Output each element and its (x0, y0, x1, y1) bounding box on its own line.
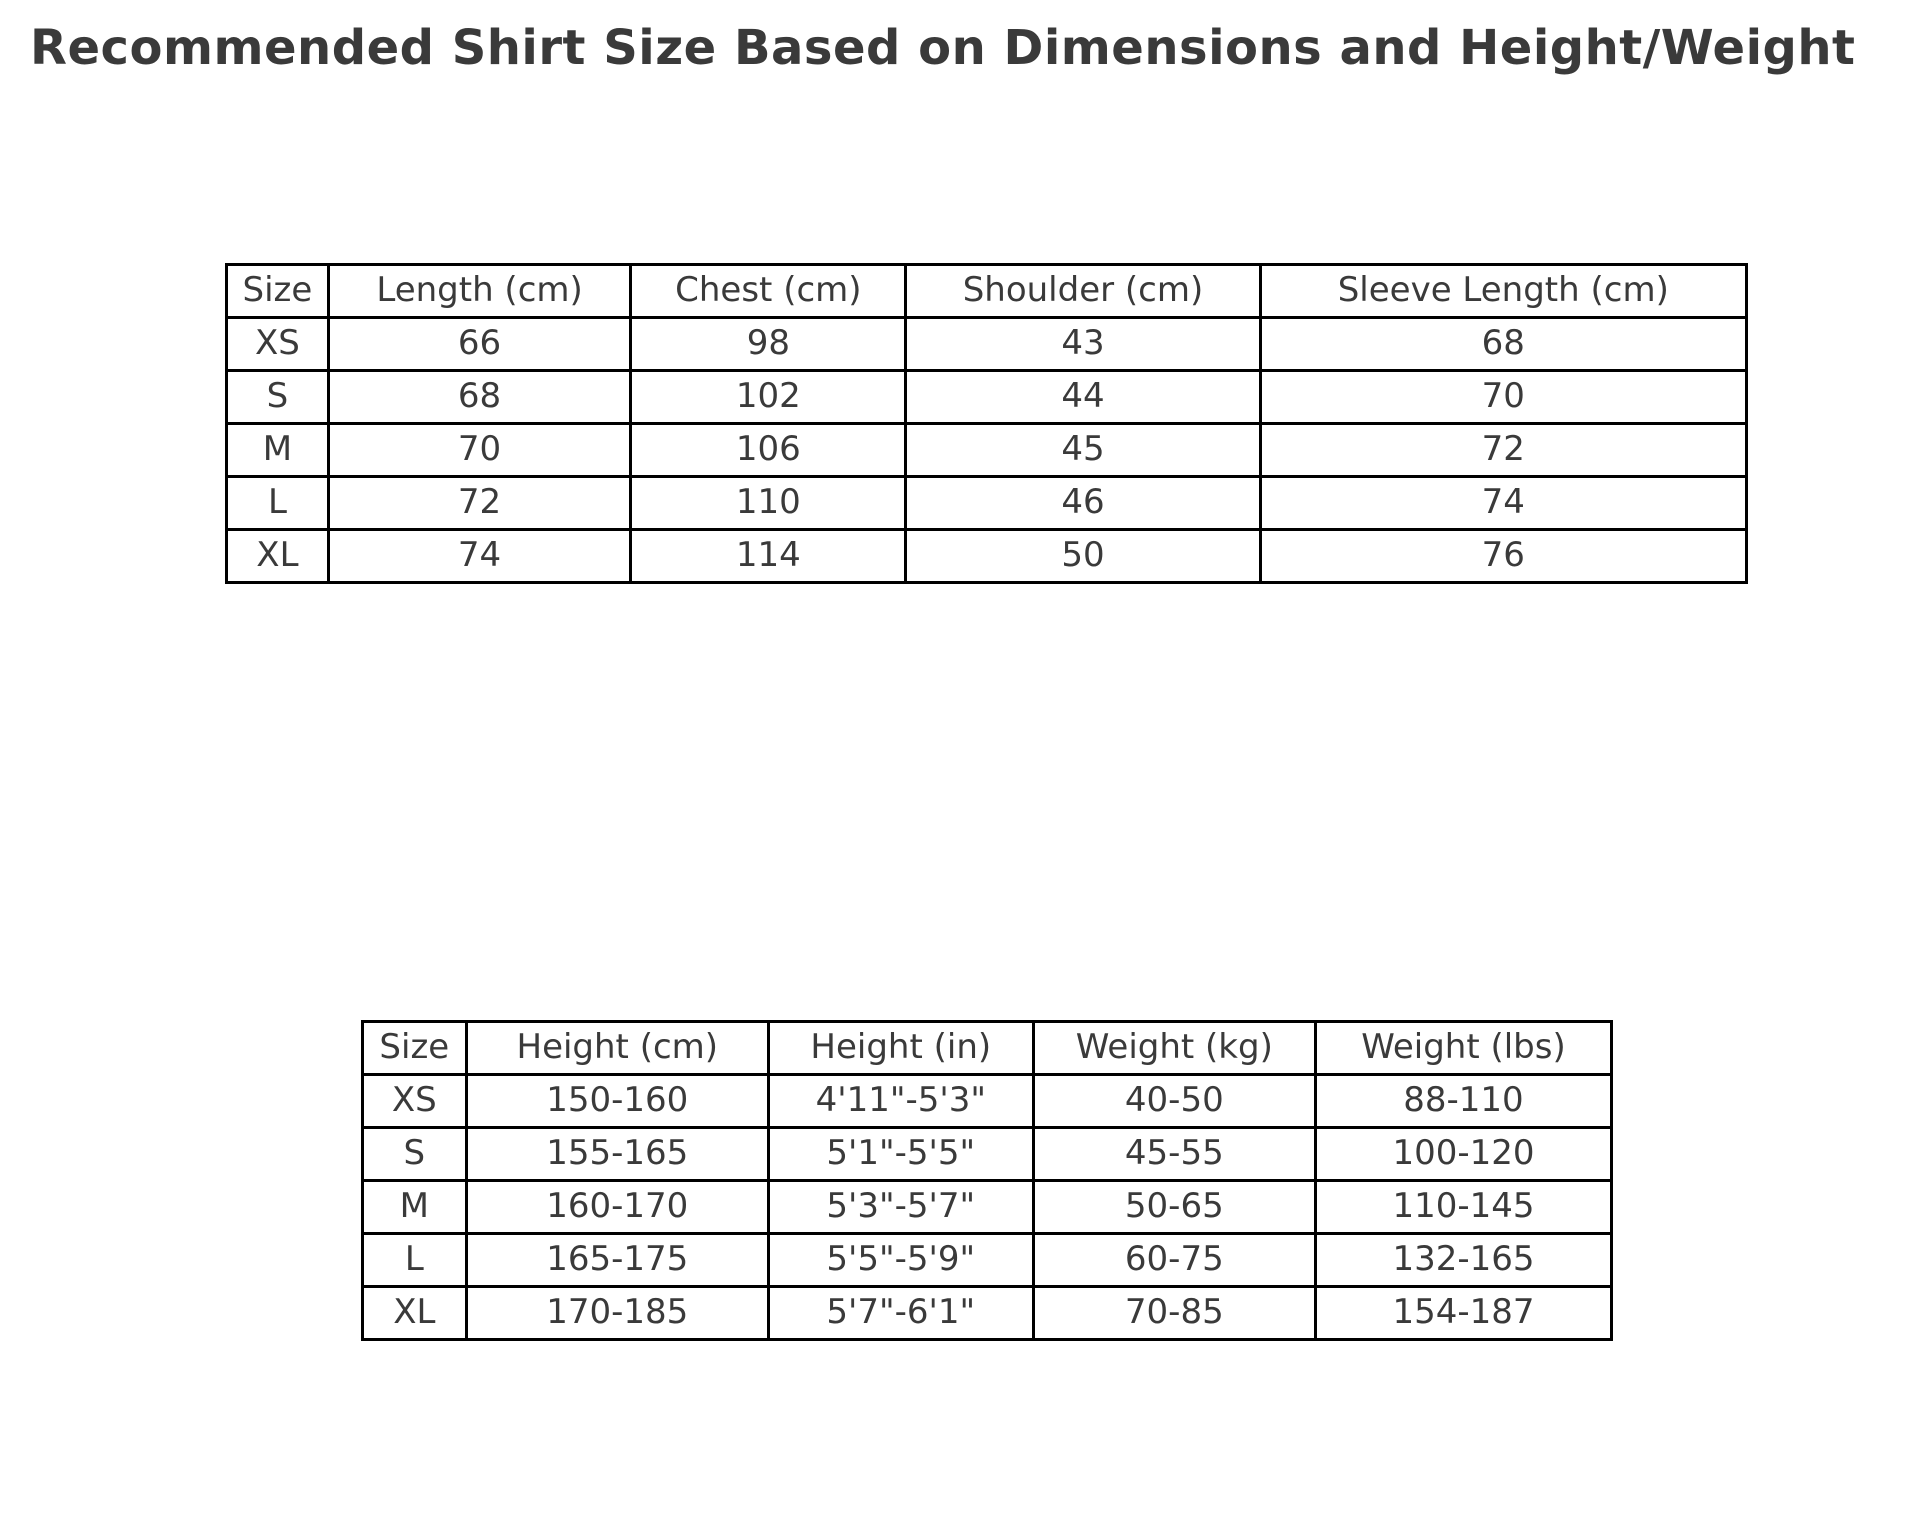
table-cell: M (361, 1179, 468, 1235)
table-header-cell: Chest (cm) (629, 263, 908, 319)
table-cell: 114 (629, 528, 908, 584)
table-cell: 50-65 (1031, 1179, 1317, 1235)
table-cell: 88-110 (1313, 1073, 1614, 1129)
shirt-dimensions-table: Size Length (cm) Chest (cm) Shoulder (cm) Sl… (225, 263, 1749, 584)
table-cell: 110-145 (1313, 1179, 1614, 1235)
table-cell: 154-187 (1313, 1285, 1614, 1341)
table-cell: 68 (326, 369, 633, 425)
table-row: L 165-175 5'5"-5'9" 60-75 132-165 (361, 1232, 1614, 1288)
table-row: XS 150-160 4'11"-5'3" 40-50 88-110 (361, 1073, 1614, 1129)
table-cell: L (361, 1232, 468, 1288)
table-cell: 165-175 (464, 1232, 770, 1288)
table-header-cell: Weight (lbs) (1313, 1020, 1614, 1076)
table-cell: 100-120 (1313, 1126, 1614, 1182)
figure-title: Recommended Shirt Size Based on Dimensio… (30, 20, 1856, 76)
table-cell: 110 (629, 475, 908, 531)
table-cell: 68 (1258, 316, 1749, 372)
table-cell: 45 (904, 422, 1262, 478)
table-header-cell: Shoulder (cm) (904, 263, 1262, 319)
table-cell: 72 (326, 475, 633, 531)
table-cell: 102 (629, 369, 908, 425)
table-cell: 40-50 (1031, 1073, 1317, 1129)
table-header-cell: Height (cm) (464, 1020, 770, 1076)
table-cell: 70-85 (1031, 1285, 1317, 1341)
table-row: S 155-165 5'1"-5'5" 45-55 100-120 (361, 1126, 1614, 1182)
table-row: M 70 106 45 72 (225, 422, 1749, 478)
table-cell: 50 (904, 528, 1262, 584)
table-cell: 74 (326, 528, 633, 584)
table-header-row: Size Height (cm) Height (in) Weight (kg) Wei… (361, 1020, 1614, 1076)
table-cell: L (225, 475, 330, 531)
table-cell: 45-55 (1031, 1126, 1317, 1182)
table-header-cell: Height (in) (766, 1020, 1035, 1076)
table-cell: XS (361, 1073, 468, 1129)
table-cell: 5'7"-6'1" (766, 1285, 1035, 1341)
table-cell: 5'1"-5'5" (766, 1126, 1035, 1182)
table-cell: 66 (326, 316, 633, 372)
table-cell: XS (225, 316, 330, 372)
height-weight-table: Size Height (cm) Height (in) Weight (kg) Wei… (361, 1020, 1614, 1341)
table-cell: 160-170 (464, 1179, 770, 1235)
table-cell: 76 (1258, 528, 1749, 584)
table-cell: 98 (629, 316, 908, 372)
table-cell: S (361, 1126, 468, 1182)
table-cell: 132-165 (1313, 1232, 1614, 1288)
table-cell: 155-165 (464, 1126, 770, 1182)
table-cell: 4'11"-5'3" (766, 1073, 1035, 1129)
table-row: S 68 102 44 70 (225, 369, 1749, 425)
table-header-cell: Size (225, 263, 330, 319)
table-cell: 5'5"-5'9" (766, 1232, 1035, 1288)
table-cell: 5'3"-5'7" (766, 1179, 1035, 1235)
table-cell: 60-75 (1031, 1232, 1317, 1288)
table-cell: 106 (629, 422, 908, 478)
table-cell: 70 (1258, 369, 1749, 425)
table-cell: 70 (326, 422, 633, 478)
table-header-cell: Sleeve Length (cm) (1258, 263, 1749, 319)
table-header-cell: Weight (kg) (1031, 1020, 1317, 1076)
table-row: M 160-170 5'3"-5'7" 50-65 110-145 (361, 1179, 1614, 1235)
table-cell: 74 (1258, 475, 1749, 531)
table-row: XL 170-185 5'7"-6'1" 70-85 154-187 (361, 1285, 1614, 1341)
table-header-cell: Length (cm) (326, 263, 633, 319)
table-cell: XL (361, 1285, 468, 1341)
table-cell: S (225, 369, 330, 425)
table-row: L 72 110 46 74 (225, 475, 1749, 531)
table-cell: 46 (904, 475, 1262, 531)
table-row: XL 74 114 50 76 (225, 528, 1749, 584)
table-cell: XL (225, 528, 330, 584)
table-cell: 170-185 (464, 1285, 770, 1341)
table-cell: 44 (904, 369, 1262, 425)
table-cell: 72 (1258, 422, 1749, 478)
table-row: XS 66 98 43 68 (225, 316, 1749, 372)
table-cell: 150-160 (464, 1073, 770, 1129)
table-cell: 43 (904, 316, 1262, 372)
table-cell: M (225, 422, 330, 478)
table-header-row: Size Length (cm) Chest (cm) Shoulder (cm) Sl… (225, 263, 1749, 319)
table-header-cell: Size (361, 1020, 468, 1076)
